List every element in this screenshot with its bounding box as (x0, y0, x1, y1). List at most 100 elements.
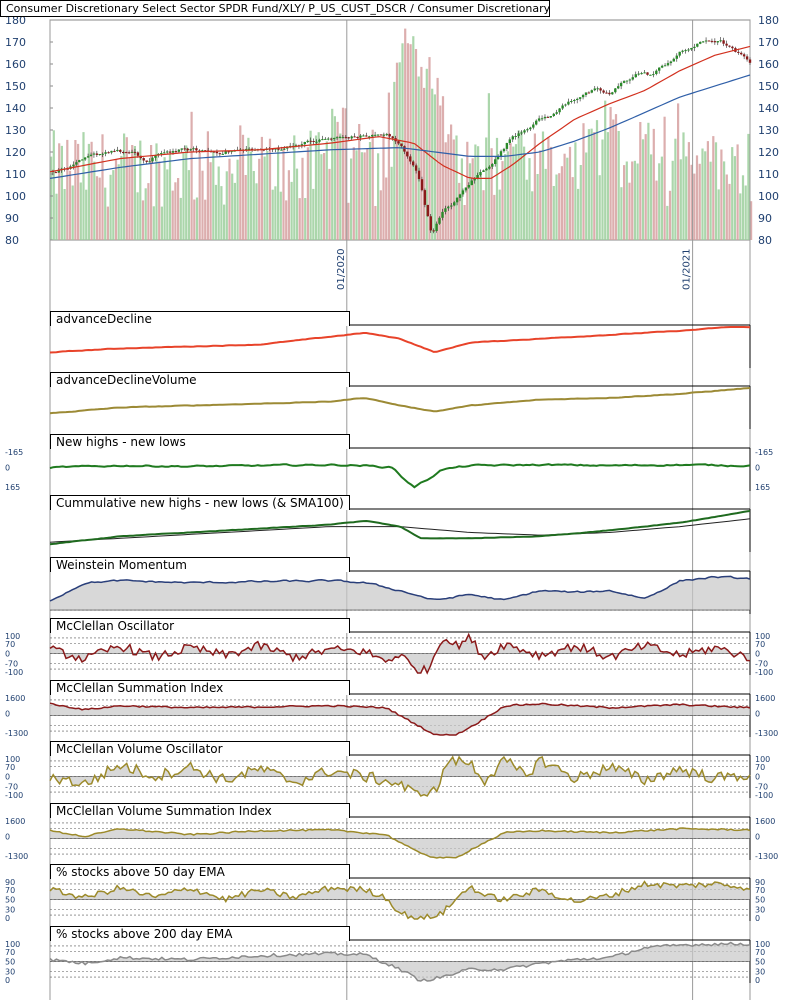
volume-bar (155, 143, 158, 240)
volume-bar (712, 136, 715, 240)
volume-bar (571, 177, 574, 240)
volume-bar (706, 141, 709, 240)
volume-bar (171, 190, 174, 240)
panel-y-tick-left: 100 (5, 755, 20, 764)
panel-series-line (49, 702, 751, 736)
candle-body (388, 134, 391, 137)
volume-bar (506, 151, 509, 240)
panel-y-tick-left: -70 (5, 659, 18, 668)
candle-body (409, 156, 412, 162)
panel-title-mcclellan-volume-sum: McClellan Volume Summation Index (50, 803, 350, 818)
candle-body (742, 54, 746, 57)
candle-body (86, 156, 90, 158)
volume-bar (398, 62, 401, 240)
volume-bar (309, 130, 312, 240)
candle-body (453, 202, 456, 206)
volume-bar (595, 120, 599, 240)
y-tick-left: 160 (5, 58, 26, 71)
candle-body (699, 41, 702, 44)
volume-bar (741, 175, 745, 240)
volume-bar (736, 144, 739, 240)
candle-body (508, 139, 511, 143)
panel-advance-decline-volume (49, 385, 751, 429)
volume-bar (695, 155, 699, 240)
candle-body (321, 139, 324, 141)
panel-y-tick-right: 100 (755, 940, 770, 949)
volume-bar (58, 143, 61, 240)
candle-body (145, 160, 148, 162)
volume-bar (647, 122, 650, 240)
volume-bar (368, 142, 372, 240)
candle-body (125, 152, 128, 154)
volume-bar (433, 94, 436, 241)
volume-bar (395, 62, 399, 241)
x-tick-label: 01/2021 (682, 248, 693, 290)
volume-bar (412, 36, 415, 241)
panel-pct-above-50ema (49, 877, 751, 921)
volume-bar (401, 43, 404, 240)
sma-long-line (49, 74, 751, 179)
volume-bar (541, 131, 545, 240)
candle-body (526, 129, 529, 131)
panel-title-mcclellan-oscillator: McClellan Oscillator (50, 618, 350, 633)
candle-body (318, 139, 321, 142)
panel-y-tick-right: -100 (755, 791, 773, 800)
candle-body (306, 140, 309, 143)
candle-body (403, 146, 406, 152)
candle-body (517, 133, 520, 136)
volume-bars (50, 28, 753, 241)
candle-body (628, 79, 632, 81)
volume-bar (212, 150, 215, 240)
candle-body (458, 194, 462, 198)
y-tick-left: 110 (5, 168, 26, 181)
volume-bar (382, 134, 385, 240)
volume-bar (277, 147, 280, 240)
volume-bar (268, 138, 272, 240)
candle-body (186, 148, 189, 151)
volume-bar (423, 87, 426, 241)
volume-bar (350, 158, 353, 240)
volume-bar (331, 108, 334, 240)
volume-bar (66, 139, 69, 240)
candle-body (72, 164, 75, 167)
candle-body (567, 101, 570, 105)
volume-bar (244, 175, 247, 240)
candle-body (725, 43, 728, 46)
volume-bar (71, 185, 74, 240)
panel-y-tick-left: -1300 (5, 852, 28, 861)
candle-body (309, 140, 312, 142)
candle-body (511, 136, 514, 140)
candle-body (617, 86, 620, 89)
candle-body (693, 46, 696, 48)
y-tick-left: 100 (5, 190, 26, 203)
candle-body (646, 72, 649, 75)
volume-bar (693, 173, 696, 240)
candle-body (204, 150, 207, 152)
volume-bar (328, 168, 331, 240)
candle-body (655, 70, 658, 74)
volume-bar (282, 148, 285, 240)
panel-y-tick-right: 0 (755, 833, 760, 842)
volume-bar (625, 161, 628, 240)
panel-y-tick-right: 50 (755, 896, 765, 905)
candle-body (406, 151, 409, 157)
candle-body (122, 152, 125, 153)
candle-body (119, 149, 122, 152)
volume-bar (682, 132, 685, 240)
volume-bar (225, 171, 228, 240)
candle-body (113, 150, 116, 152)
volume-bar (466, 141, 469, 240)
panel-y-tick-right: 30 (755, 905, 765, 914)
candle-body (479, 172, 482, 176)
volume-bar (517, 130, 520, 240)
candle-body (529, 127, 532, 130)
candle-body (426, 204, 429, 217)
volume-bar (750, 201, 753, 240)
panel-title-weinstein-momentum: Weinstein Momentum (50, 557, 350, 572)
chart-title: Consumer Discretionary Select Sector SPD… (0, 0, 550, 17)
candle-body (614, 88, 617, 93)
panel-y-tick-right: 1600 (755, 817, 775, 826)
candle-body (166, 151, 169, 153)
panel-y-tick-right: -70 (755, 659, 768, 668)
